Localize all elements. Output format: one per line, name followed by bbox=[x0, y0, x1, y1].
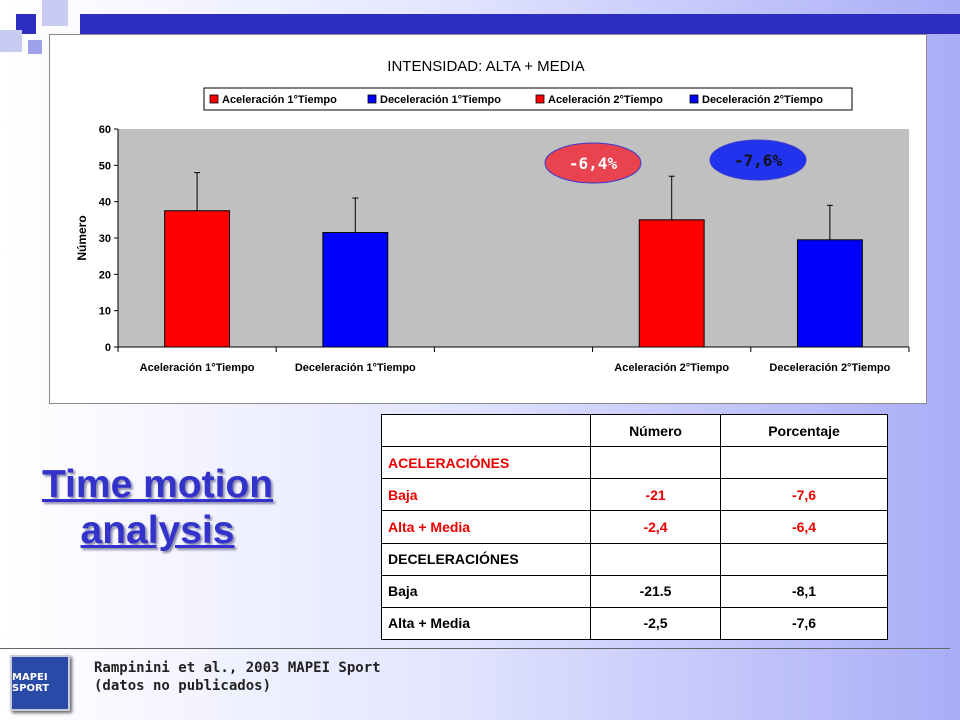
table-row: Alta + Media -2,5 -7,6 bbox=[381, 606, 888, 641]
y-tick-label: 10 bbox=[99, 306, 111, 318]
x-tick-label: Deceleración 2°Tiempo bbox=[769, 362, 890, 374]
table-cell: -21 bbox=[589, 478, 722, 512]
x-tick-label: Aceleración 1°Tiempo bbox=[140, 362, 255, 374]
table-cell: -8,1 bbox=[720, 574, 888, 608]
table-cell: -6,4 bbox=[720, 510, 888, 544]
table-cell bbox=[720, 446, 888, 480]
legend-label: Deceleración 1°Tiempo bbox=[380, 94, 501, 106]
bar-chart-svg: INTENSIDAD: ALTA + MEDIA Aceleración 1°T… bbox=[75, 58, 910, 374]
annotation-bubble bbox=[709, 139, 807, 181]
chart-title: INTENSIDAD: ALTA + MEDIA bbox=[387, 58, 584, 75]
y-tick-label: 50 bbox=[99, 160, 111, 172]
table-cell: -21.5 bbox=[589, 574, 722, 608]
table-header-cell: Porcentaje bbox=[720, 413, 888, 448]
mapei-logo: MAPEI SPORT bbox=[10, 655, 70, 711]
y-axis: 0 10 20 30 40 50 60 bbox=[99, 124, 119, 354]
bar bbox=[322, 232, 389, 348]
annotation-bubble bbox=[544, 142, 642, 184]
table-header-cell: Número bbox=[589, 413, 722, 448]
legend-label: Aceleración 2°Tiempo bbox=[548, 94, 663, 106]
footer-divider bbox=[0, 648, 950, 649]
citation-line1: Rampinini et al., 2003 MAPEI Sport bbox=[94, 660, 381, 676]
legend-box bbox=[203, 87, 853, 111]
slide-heading: Time motion analysis bbox=[30, 462, 285, 554]
citation-line2: (datos no publicados) bbox=[94, 678, 272, 694]
table-cell bbox=[720, 542, 888, 576]
y-tick-label: 40 bbox=[99, 197, 111, 209]
x-tick-label: Deceleración 1°Tiempo bbox=[295, 362, 416, 374]
y-tick-label: 0 bbox=[105, 342, 111, 354]
table-cell: ACELERACIÓNES bbox=[381, 446, 591, 480]
x-tick-label: Aceleración 2°Tiempo bbox=[614, 362, 729, 374]
table-cell: Alta + Media bbox=[381, 510, 591, 544]
table-header-row: Número Porcentaje bbox=[381, 413, 888, 448]
y-tick-label: 30 bbox=[99, 233, 111, 245]
legend-label: Aceleración 1°Tiempo bbox=[222, 94, 337, 106]
table-row: ACELERACIÓNES bbox=[381, 446, 888, 480]
slide-heading-line2: analysis bbox=[80, 509, 235, 552]
legend-swatch bbox=[367, 94, 377, 104]
table-row: DECELERACIÓNES bbox=[381, 542, 888, 576]
legend-swatch bbox=[689, 94, 699, 104]
annotation-label: -6,4% bbox=[569, 154, 618, 173]
corner-decoration bbox=[0, 0, 80, 60]
legend-swatch bbox=[209, 94, 219, 104]
header-bar bbox=[80, 14, 960, 34]
bar bbox=[796, 239, 863, 348]
table-row: Alta + Media -2,4 -6,4 bbox=[381, 510, 888, 544]
annotation-label: -7,6% bbox=[734, 151, 783, 170]
results-table: Número Porcentaje ACELERACIÓNES Baja -21… bbox=[381, 413, 888, 641]
table-cell: -2,5 bbox=[589, 606, 722, 641]
legend-swatch bbox=[535, 94, 545, 104]
bar-series bbox=[164, 172, 863, 348]
y-tick-label: 60 bbox=[99, 124, 111, 136]
chart-annotations: -6,4% -7,6% bbox=[544, 139, 807, 184]
table-cell: Baja bbox=[381, 574, 591, 608]
table-cell: -7,6 bbox=[720, 606, 888, 641]
table-cell: -2,4 bbox=[589, 510, 722, 544]
table-header-cell bbox=[381, 413, 591, 448]
citation: Rampinini et al., 2003 MAPEI Sport (dato… bbox=[94, 659, 381, 695]
slide-heading-line1: Time motion bbox=[41, 463, 274, 506]
bar bbox=[638, 219, 705, 348]
table-row: Baja -21.5 -8,1 bbox=[381, 574, 888, 608]
y-tick-label: 20 bbox=[99, 269, 111, 281]
table-cell bbox=[589, 446, 722, 480]
table-cell: -7,6 bbox=[720, 478, 888, 512]
logo-text: MAPEI SPORT bbox=[12, 672, 50, 694]
table-cell: DECELERACIÓNES bbox=[381, 542, 591, 576]
table-cell: Alta + Media bbox=[381, 606, 591, 641]
table-row: Baja -21 -7,6 bbox=[381, 478, 888, 512]
y-axis-label: Número bbox=[75, 215, 89, 260]
x-axis: Aceleración 1°Tiempo Deceleración 1°Tiemp… bbox=[117, 346, 910, 374]
legend-label: Deceleración 2°Tiempo bbox=[702, 94, 823, 106]
table-cell bbox=[589, 542, 722, 576]
chart-legend: Aceleración 1°Tiempo Deceleración 1°Tiemp… bbox=[203, 87, 853, 111]
bar bbox=[164, 210, 231, 348]
bar-chart: INTENSIDAD: ALTA + MEDIA Aceleración 1°T… bbox=[49, 34, 927, 404]
table-cell: Baja bbox=[381, 478, 591, 512]
